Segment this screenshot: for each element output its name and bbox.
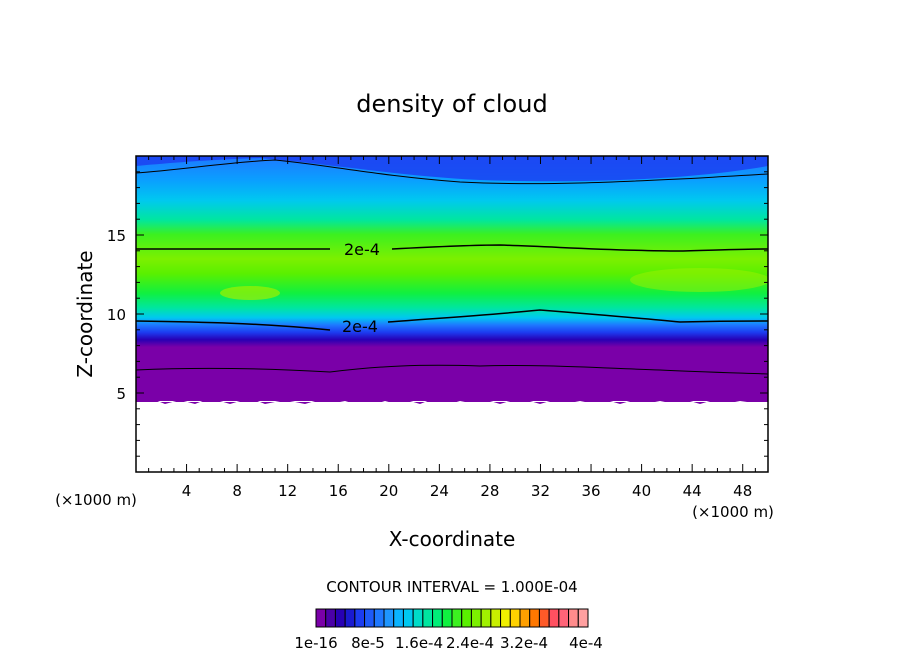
- contour-label-upper: 2e-4: [344, 240, 380, 259]
- y-tick-label: 5: [116, 385, 126, 403]
- colorbar-swatch: [470, 608, 482, 628]
- x-tick-label: 16: [329, 482, 348, 500]
- colorbar-swatch: [354, 608, 366, 628]
- x-tick-label: 36: [581, 482, 600, 500]
- colorbar-tick-label: 3.2e-4: [500, 634, 548, 652]
- colorbar-swatch: [325, 608, 336, 628]
- colorbar: [315, 608, 589, 628]
- colorbar-swatch: [480, 608, 492, 628]
- colorbar-swatch: [383, 608, 395, 628]
- colorbar-swatch: [451, 608, 463, 628]
- contour-label-lower: 2e-4: [342, 317, 378, 336]
- plot-field: [136, 156, 768, 472]
- contour-line-2e-4-upper: [136, 244, 769, 252]
- colorbar-swatch: [558, 608, 570, 628]
- colorbar-swatch: [490, 608, 502, 628]
- colorbar-swatch: [568, 608, 579, 628]
- x-tick-label: 44: [683, 482, 702, 500]
- colorbar-swatch: [500, 608, 511, 628]
- colorbar-swatch: [315, 608, 327, 628]
- cloud-top-dark-band: [136, 156, 768, 182]
- colorbar-swatch: [432, 608, 443, 628]
- chart-title: density of cloud: [356, 90, 547, 118]
- y-tick-label: 15: [107, 227, 126, 245]
- colorbar-swatch: [548, 608, 560, 628]
- colorbar-swatch: [393, 608, 404, 628]
- x-unit-left: (×1000 m): [55, 491, 137, 509]
- x-tick-label: 4: [182, 482, 192, 500]
- colorbar-swatch: [344, 608, 356, 628]
- contour-lines: [135, 159, 769, 375]
- colorbar-tick-label: 8e-5: [351, 634, 385, 652]
- colorbar-tick-label: 2.4e-4: [446, 634, 494, 652]
- colorbar-swatch: [364, 608, 375, 628]
- colorbar-swatch: [461, 608, 472, 628]
- contour-line-upper: [135, 159, 769, 185]
- colorbar-tick-label: 4e-4: [569, 634, 603, 652]
- x-axis-ticks: 4 8 12 16 20 24 28 32 36 40 44 48: [148, 156, 756, 500]
- x-axis-label: X-coordinate: [389, 527, 516, 551]
- colorbar-swatch: [529, 608, 540, 628]
- y-axis-label: Z-coordinate: [73, 250, 97, 377]
- contour-line-2e-4-lower: [135, 309, 769, 331]
- colorbar-labels: 1e-16 8e-5 1.6e-4 2.4e-4 3.2e-4 4e-4: [294, 634, 603, 652]
- x-tick-label: 8: [232, 482, 242, 500]
- colorbar-swatch: [334, 608, 346, 628]
- x-unit-right: (×1000 m): [692, 503, 774, 521]
- colorbar-swatch: [412, 608, 424, 628]
- cloud-base-edge: [136, 396, 768, 404]
- x-tick-label: 40: [632, 482, 651, 500]
- colorbar-swatch: [373, 608, 385, 628]
- density-maximum-left: [220, 286, 280, 300]
- y-axis-ticks: 5 10 15: [107, 171, 768, 457]
- colorbar-swatch: [422, 608, 434, 628]
- x-tick-label: 24: [430, 482, 449, 500]
- colorbar-swatch: [509, 608, 521, 628]
- colorbar-tick-label: 1e-16: [294, 634, 337, 652]
- density-maximum-right: [630, 268, 768, 292]
- colorbar-tick-label: 1.6e-4: [395, 634, 443, 652]
- y-tick-label: 10: [107, 306, 126, 324]
- colorbar-swatch: [577, 608, 589, 628]
- colorbar-swatch: [402, 608, 414, 628]
- x-tick-label: 32: [531, 482, 550, 500]
- x-tick-label: 12: [278, 482, 297, 500]
- clear-air-region: [136, 404, 768, 472]
- x-tick-label: 20: [379, 482, 398, 500]
- x-tick-label: 48: [733, 482, 752, 500]
- contour-interval-text: CONTOUR INTERVAL = 1.000E-04: [326, 578, 577, 596]
- contour-line-lower: [135, 364, 769, 375]
- colorbar-swatch: [519, 608, 531, 628]
- colorbar-swatch: [538, 608, 550, 628]
- colorbar-swatch: [441, 608, 453, 628]
- x-tick-label: 28: [480, 482, 499, 500]
